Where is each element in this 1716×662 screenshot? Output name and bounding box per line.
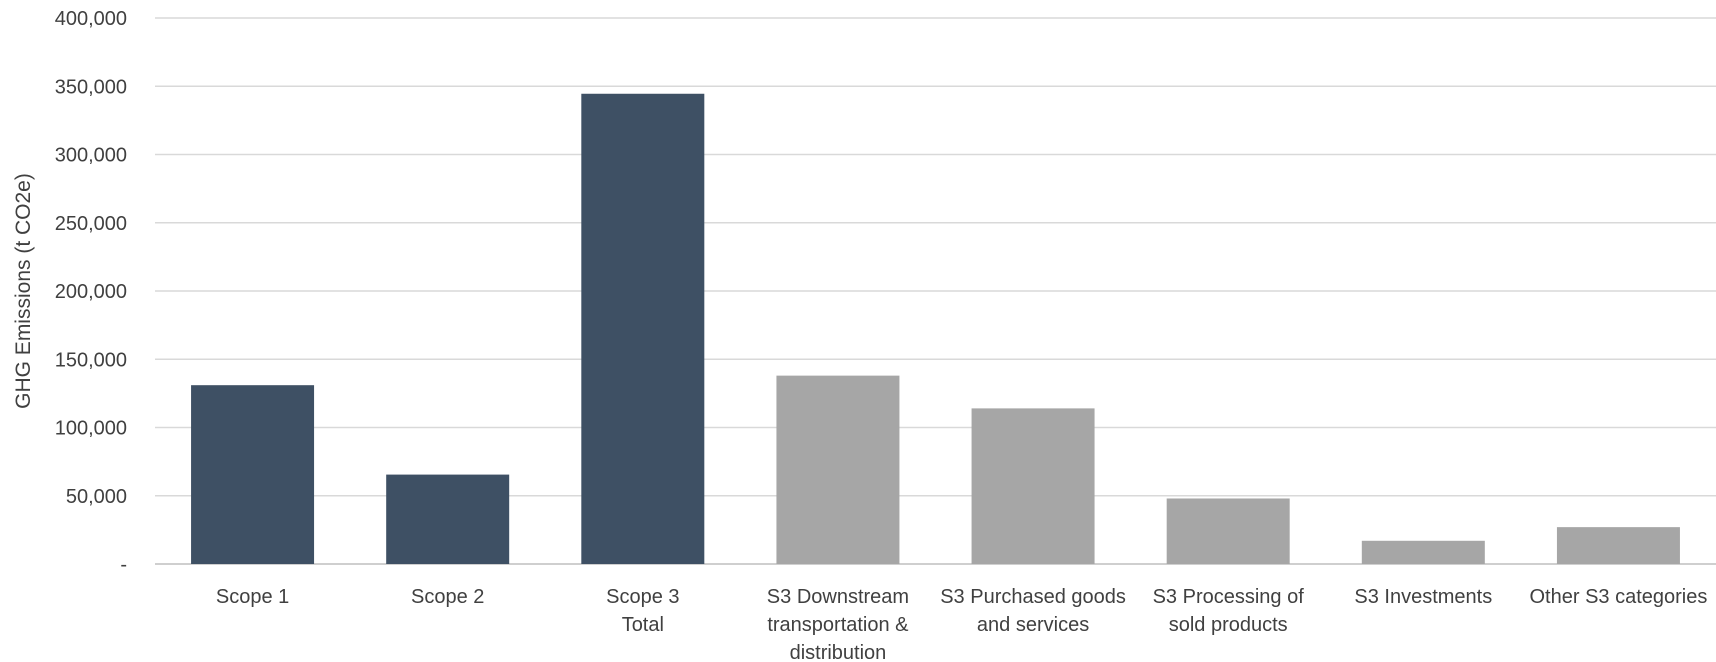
bar	[1556, 527, 1680, 564]
x-tick-label: S3 Investments	[1354, 586, 1492, 608]
bar	[971, 408, 1095, 564]
x-tick-label: S3 Purchased goods and services	[940, 586, 1126, 636]
y-axis-ticks: - 50,000 100,000 150,000 200,000 250,000 300,0…	[55, 8, 127, 576]
bar	[1361, 540, 1485, 564]
y-tick-label: -	[120, 554, 127, 576]
bar	[386, 474, 510, 564]
x-tick-label: S3 Processing of sold products	[1153, 586, 1305, 636]
y-tick-label: 400,000	[55, 8, 127, 30]
y-axis-title: GHG Emissions (t CO2e)	[12, 173, 35, 409]
x-tick-label: S3 Downstream transportation & distributio…	[767, 586, 909, 662]
bar	[581, 93, 705, 564]
x-tick-label: Scope 3 Total	[606, 586, 679, 636]
bar	[1166, 498, 1290, 564]
x-axis-labels: Scope 1 Scope 2 Scope 3 Total S3 Downstream t…	[216, 586, 1708, 662]
y-tick-label: 300,000	[55, 145, 127, 167]
bars	[191, 93, 1680, 564]
y-tick-label: 150,000	[55, 349, 127, 371]
bar	[191, 385, 315, 564]
x-tick-label: Scope 1	[216, 586, 289, 608]
y-tick-label: 100,000	[55, 418, 127, 440]
y-tick-label: 200,000	[55, 281, 127, 303]
y-tick-label: 350,000	[55, 76, 127, 98]
x-tick-label: Scope 2	[411, 586, 484, 608]
x-tick-label: Other S3 categories	[1530, 586, 1708, 608]
y-tick-label: 250,000	[55, 213, 127, 235]
bar	[776, 375, 900, 564]
y-tick-label: 50,000	[66, 486, 127, 508]
